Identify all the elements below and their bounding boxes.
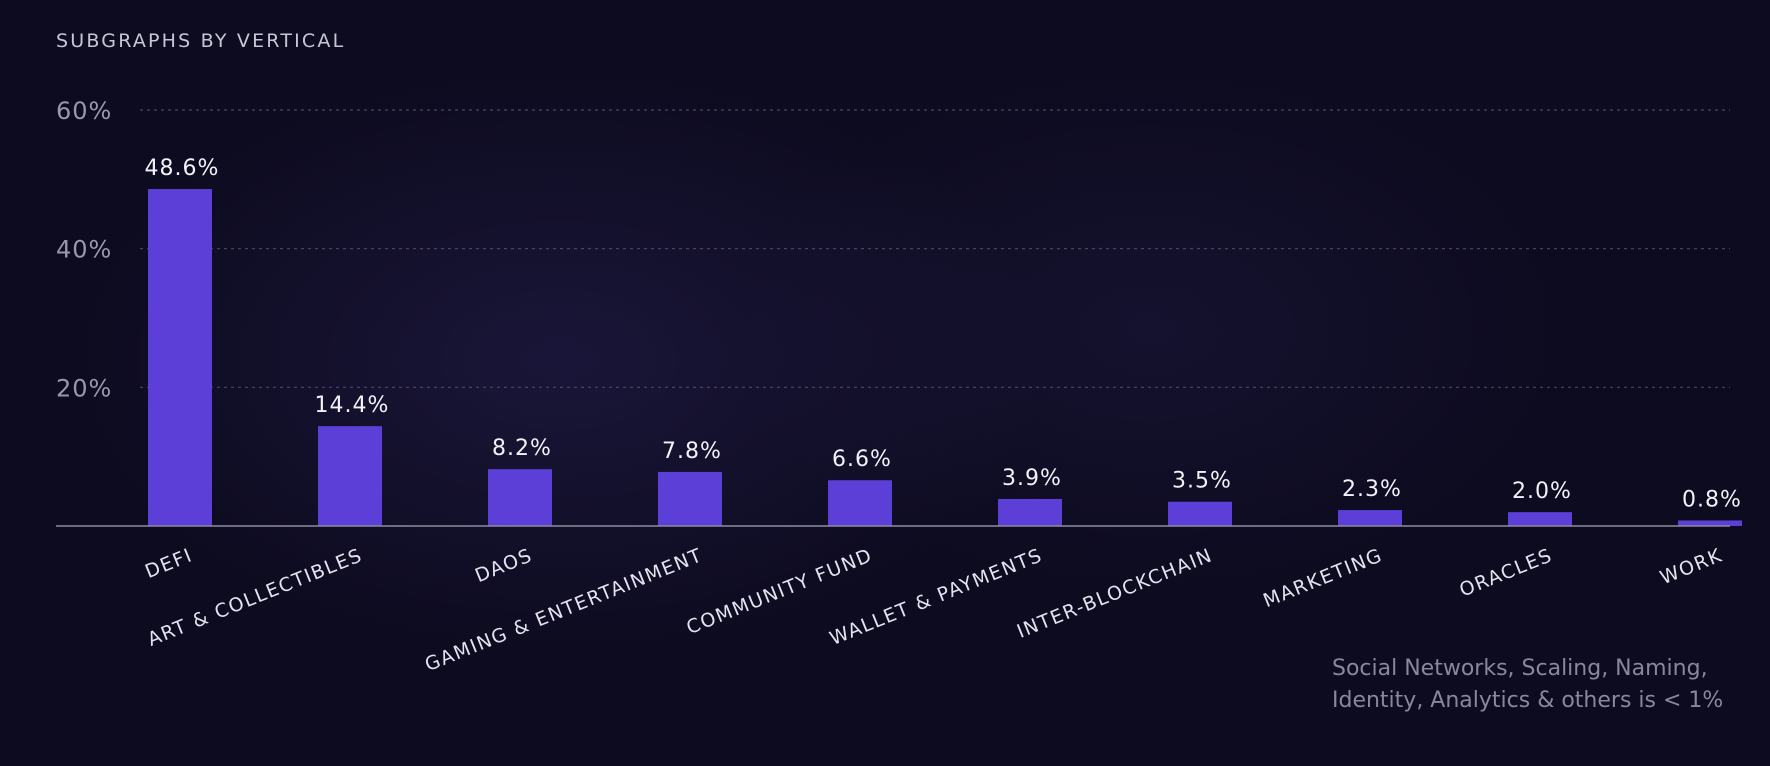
x-tick-label: WORK: [1657, 544, 1726, 589]
data-label: 6.6%: [832, 447, 892, 472]
bar: [828, 480, 892, 526]
x-tick-label: DAOS: [472, 544, 536, 587]
footnote-line-2: Identity, Analytics & others is < 1%: [1332, 688, 1724, 713]
data-label: 14.4%: [315, 393, 390, 418]
data-label: 3.9%: [1002, 466, 1062, 491]
y-tick-label: 60%: [56, 97, 112, 125]
chart-title: SUBGRAPHS BY VERTICAL: [56, 30, 346, 52]
data-labels: 48.6% 14.4% 8.2% 7.8% 6.6% 3.9% 3.5% 2.3% 2.0% 0.…: [145, 156, 1742, 512]
data-label: 8.2%: [492, 436, 552, 461]
chart-footnote: Social Networks, Scaling, Naming, Identi…: [1332, 653, 1752, 717]
x-tick-label: ORACLES: [1456, 544, 1556, 601]
data-label: 3.5%: [1172, 469, 1232, 494]
bar: [318, 426, 382, 526]
bar: [658, 471, 722, 526]
bar: [1678, 520, 1742, 526]
y-tick-label: 40%: [56, 236, 112, 264]
bar: [148, 189, 212, 527]
data-label: 7.8%: [662, 439, 722, 464]
data-label: 48.6%: [145, 156, 220, 181]
bar: [998, 498, 1062, 526]
data-label: 2.0%: [1512, 479, 1572, 504]
y-tick-label: 20%: [56, 374, 112, 402]
data-label: 0.8%: [1682, 487, 1742, 512]
y-axis-ticks: 20% 40% 60%: [56, 97, 112, 402]
data-label: 2.3%: [1342, 477, 1402, 502]
x-tick-label: INTER-BLOCKCHAIN: [1014, 544, 1216, 643]
footnote-line-1: Social Networks, Scaling, Naming,: [1332, 656, 1708, 681]
x-tick-label: DEFI: [142, 544, 196, 583]
bar: [488, 469, 552, 526]
bar: [1168, 501, 1232, 526]
bar: [1508, 512, 1572, 526]
gridlines: [140, 109, 1730, 388]
bar: [1338, 510, 1402, 526]
bars: [148, 189, 1742, 527]
x-tick-label: GAMING & ENTERTAINMENT: [422, 544, 706, 676]
x-tick-label: MARKETING: [1260, 544, 1386, 612]
